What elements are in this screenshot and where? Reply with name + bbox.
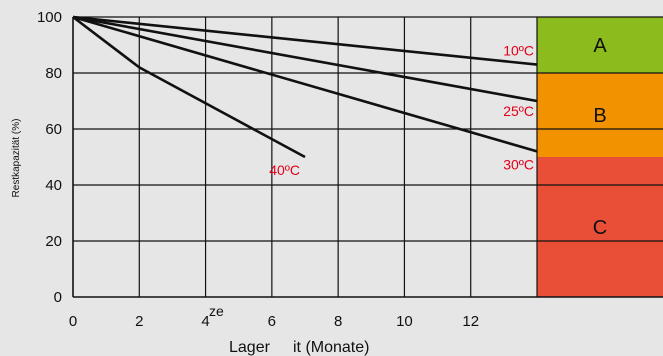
x-axis-label-sup: ze	[209, 303, 224, 319]
series-label-10c: 10ºC	[503, 43, 534, 59]
series-line-25c	[72, 15, 538, 103]
y-tick-40: 40	[45, 177, 62, 194]
series-labels: 10ºC 25ºC 30ºC 40ºC	[269, 43, 534, 178]
y-axis-ticks: 0 20 40 60 80 100	[37, 9, 62, 306]
y-tick-60: 60	[45, 121, 62, 138]
y-tick-20: 20	[45, 233, 62, 250]
series-line-10c	[72, 15, 538, 66]
series-label-30c: 30ºC	[503, 156, 534, 172]
series-line-40c	[72, 15, 306, 159]
x-tick-10: 10	[396, 313, 413, 330]
series-lines	[72, 15, 538, 159]
zone-label-b: B	[593, 105, 606, 127]
x-tick-2: 2	[135, 313, 143, 330]
x-tick-4: 4	[201, 313, 209, 330]
y-tick-100: 100	[37, 9, 62, 26]
zone-label-c: C	[593, 217, 607, 239]
zone-b	[537, 73, 663, 157]
x-axis-ticks: 0 2 4 6 8 10 12	[69, 313, 479, 330]
zone-a	[537, 17, 663, 73]
y-tick-80: 80	[45, 65, 62, 82]
x-axis-label-part2: it (Monate)	[293, 339, 369, 356]
zone-c	[537, 157, 663, 297]
y-axis-label: Restkapazität (%)	[11, 119, 22, 198]
x-axis-label-part1: Lager	[229, 339, 271, 356]
series-label-40c: 40ºC	[269, 162, 300, 178]
capacity-zones: A B C	[537, 17, 663, 297]
x-tick-0: 0	[69, 313, 77, 330]
series-line-30c	[72, 15, 538, 153]
x-tick-8: 8	[334, 313, 342, 330]
x-tick-6: 6	[268, 313, 276, 330]
x-tick-12: 12	[462, 313, 479, 330]
series-label-25c: 25ºC	[503, 103, 534, 119]
zone-label-a: A	[593, 35, 607, 57]
y-tick-0: 0	[54, 289, 62, 306]
grid-lines	[72, 16, 663, 298]
